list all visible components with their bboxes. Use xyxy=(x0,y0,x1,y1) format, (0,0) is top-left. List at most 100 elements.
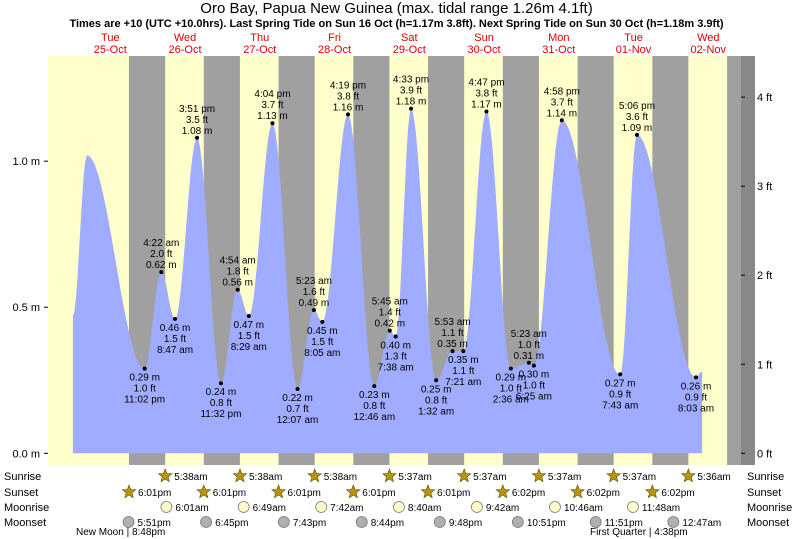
y-right-tick-label: 0 ft xyxy=(757,448,772,460)
sun-icon xyxy=(680,468,696,483)
tide-extreme-marker xyxy=(693,375,698,380)
moon-icon xyxy=(470,501,483,513)
tide-extreme-marker xyxy=(372,384,377,389)
sun-icon xyxy=(495,484,511,499)
moon-icon xyxy=(433,516,446,528)
tide-label: 0.8 ft xyxy=(363,401,385,412)
tide-label: 11:02 pm xyxy=(124,395,165,406)
tide-label: 3.6 ft xyxy=(626,112,648,123)
tide-label: 1.1 ft xyxy=(452,366,474,377)
row-time: 5:38am xyxy=(324,472,357,483)
tide-label: 0.62 m xyxy=(146,260,177,271)
tide-label: 3.8 ft xyxy=(337,91,359,102)
tide-label: 1:32 am xyxy=(418,406,454,417)
moon-icon xyxy=(393,501,405,513)
moon-phase-label: New Moon | 8:48pm xyxy=(76,527,165,538)
row-time: 8:40am xyxy=(408,503,441,514)
tide-label: 1.14 m xyxy=(547,108,578,119)
row-time: 6:45pm xyxy=(215,518,248,529)
tide-label: 1.5 ft xyxy=(311,337,333,348)
row-time: 5:51pm xyxy=(138,518,171,529)
tide-extreme-marker xyxy=(559,118,564,123)
tide-label: 4:54 am xyxy=(220,256,256,267)
tide-label: 4:58 pm xyxy=(544,86,580,97)
tide-extreme-marker xyxy=(295,387,300,392)
y-right-tick-label: 3 ft xyxy=(757,181,772,193)
row-label: Moonrise xyxy=(4,502,49,514)
tide-label: 3.8 ft xyxy=(475,89,497,100)
sun-icon xyxy=(456,468,472,483)
row-time: 5:37am xyxy=(623,472,656,483)
day-name: Mon xyxy=(548,32,569,44)
day-date: 27-Oct xyxy=(243,44,276,56)
sun-icon xyxy=(121,484,137,499)
sun-icon xyxy=(232,468,248,483)
sun-icon xyxy=(531,468,547,483)
tide-label: 0.45 m xyxy=(307,326,338,337)
row-time: 8:44pm xyxy=(371,518,404,529)
night-band xyxy=(727,56,741,465)
tide-label: 4:04 pm xyxy=(254,89,290,100)
row-time: 5:38am xyxy=(174,472,207,483)
tide-label: 11:32 pm xyxy=(200,409,241,420)
row-label-right: Moonset xyxy=(747,517,789,529)
sun-icon xyxy=(644,484,660,499)
row-time: 5:38am xyxy=(249,472,282,483)
tide-extreme-marker xyxy=(461,349,466,354)
row-time: 5:36am xyxy=(697,472,730,483)
tide-label: 1.09 m xyxy=(622,123,653,134)
day-name: Thu xyxy=(250,32,269,44)
tide-extreme-marker xyxy=(526,360,531,365)
tide-label: 4:19 pm xyxy=(330,80,366,91)
row-time: 9:42am xyxy=(486,503,519,514)
tide-extreme-marker xyxy=(618,372,623,377)
tide-label: 8:47 am xyxy=(157,345,193,356)
tide-label: 5:23 am xyxy=(296,276,332,287)
day-name: Sun xyxy=(474,32,494,44)
tide-label: 0.9 ft xyxy=(609,389,631,400)
tide-extreme-marker xyxy=(484,109,489,114)
tide-extreme-marker xyxy=(195,135,200,140)
tide-label: 1.5 ft xyxy=(238,331,260,342)
tide-label: 1.6 ft xyxy=(303,287,325,298)
tide-label: 0.35 m xyxy=(448,355,479,366)
row-time: 6:02pm xyxy=(512,488,545,499)
tide-label: 5:45 am xyxy=(372,297,408,308)
day-date: 28-Oct xyxy=(318,44,351,56)
sun-icon xyxy=(381,468,397,483)
row-time: 11:48am xyxy=(642,503,680,514)
y-left-tick-label: 0.5 m xyxy=(12,302,40,314)
row-time: 6:01pm xyxy=(288,488,321,499)
tide-label: 0.26 m xyxy=(681,381,712,392)
tide-label: 0.31 m xyxy=(514,351,545,362)
tide-extreme-marker xyxy=(218,381,223,386)
tide-extreme-marker xyxy=(345,112,350,117)
row-label: Moonset xyxy=(4,517,46,529)
moon-icon xyxy=(122,516,135,528)
row-time: 6:01pm xyxy=(138,488,171,499)
tide-label: 0.22 m xyxy=(282,393,313,404)
tide-label: 1.17 m xyxy=(471,100,502,111)
tide-label: 3:51 pm xyxy=(179,104,215,115)
row-label-right: Sunset xyxy=(747,487,781,499)
tide-label: 1.4 ft xyxy=(379,308,401,319)
tide-label: 1.08 m xyxy=(182,126,213,137)
tide-label: 5:06 pm xyxy=(619,101,655,112)
tide-label: 1.13 m xyxy=(257,111,288,122)
tide-extreme-marker xyxy=(159,270,164,275)
y-left-tick-label: 1.0 m xyxy=(12,156,40,168)
tide-label: 1.16 m xyxy=(333,102,364,113)
tide-label: 2:36 am xyxy=(493,395,529,406)
tide-label: 0.7 ft xyxy=(286,404,308,415)
tide-label: 6:25 am xyxy=(516,392,552,403)
tide-extreme-marker xyxy=(393,334,398,339)
day-date: 01-Nov xyxy=(616,44,652,56)
day-name: Tue xyxy=(624,32,643,44)
moon-icon xyxy=(277,516,290,528)
row-time: 11:51pm xyxy=(605,518,643,529)
row-time: 6:01pm xyxy=(213,488,246,499)
day-date: 25-Oct xyxy=(94,44,127,56)
y-right-tick-label: 4 ft xyxy=(757,92,772,104)
tide-extreme-marker xyxy=(270,121,275,126)
tide-label: 1.5 ft xyxy=(164,334,186,345)
